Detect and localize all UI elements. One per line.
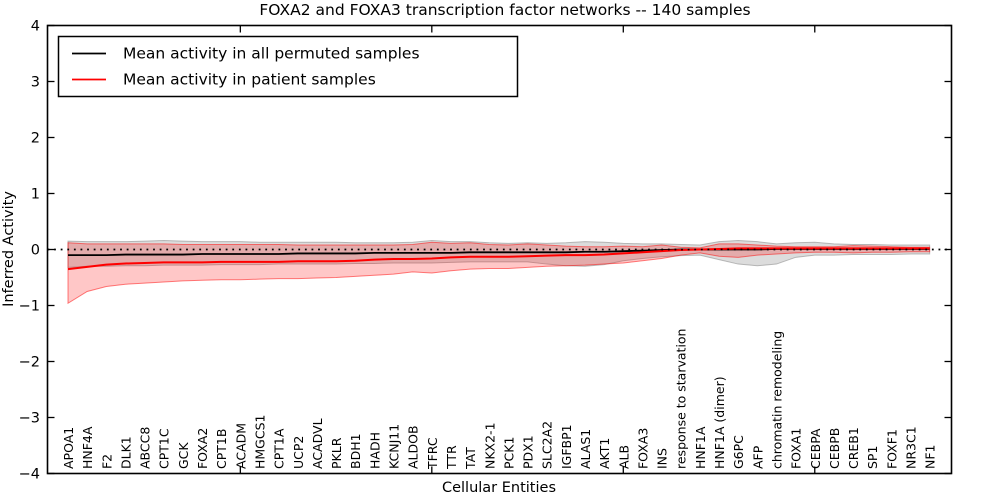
- x-category-label: HADH: [367, 432, 382, 469]
- x-category-label: HNF4A: [80, 426, 95, 469]
- y-tick-label: −4: [19, 467, 40, 483]
- x-category-label: PKLR: [329, 437, 344, 469]
- legend: Mean activity in all permuted samples Me…: [57, 35, 519, 98]
- x-category-label: CPT1B: [214, 429, 229, 469]
- legend-label-permuted: Mean activity in all permuted samples: [123, 45, 420, 63]
- plot-area: 4 3 2 1 0 −1 −2 −3 −4 APOA1 HNF4A F2 DLK1 ABCC8 CPT1C G…: [19, 19, 953, 483]
- x-category-label: HNF1A (dimer): [712, 376, 727, 469]
- x-category-label: ALDOB: [406, 425, 421, 469]
- x-category-label: KCNJ11: [387, 424, 402, 469]
- x-category-label: CEBPB: [827, 428, 842, 469]
- x-category-label: NR3C1: [904, 426, 919, 469]
- y-tick-label: 2: [31, 131, 40, 147]
- y-tick-label: −3: [19, 411, 40, 427]
- x-category-label: GCK: [176, 442, 191, 469]
- x-category-label: CPT1A: [272, 428, 287, 469]
- x-category-label: chromatin remodeling: [769, 331, 784, 469]
- x-category-label: TAT: [463, 447, 478, 470]
- y-axis-label: Inferred Activity: [1, 191, 17, 307]
- x-category-label: FOXA2: [195, 428, 210, 469]
- x-category-label: ABCC8: [138, 427, 153, 469]
- x-category-label: CEBPA: [808, 428, 823, 469]
- x-category-label: DLK1: [118, 436, 133, 469]
- x-axis-label: Cellular Entities: [442, 480, 556, 496]
- chart-title: FOXA2 and FOXA3 transcription factor net…: [259, 1, 750, 19]
- x-category-label: ACADM: [233, 423, 248, 469]
- x-category-label: PDX1: [521, 435, 536, 469]
- x-category-label: CPT1C: [157, 428, 172, 469]
- x-category-label: ALAS1: [578, 429, 593, 469]
- y-tick-label: −2: [19, 355, 40, 371]
- x-category-label: APOA1: [61, 427, 76, 469]
- x-category-label: SP1: [865, 446, 880, 469]
- y-tick-label: 0: [31, 243, 40, 259]
- x-category-label: INS: [655, 448, 670, 469]
- legend-label-patient: Mean activity in patient samples: [123, 71, 376, 89]
- x-category-label: FOXF1: [884, 429, 899, 469]
- x-category-label: ALB: [616, 445, 631, 469]
- y-tick-label: 4: [31, 19, 40, 35]
- x-category-label: IGFBP1: [559, 424, 574, 469]
- x-category-label: BDH1: [348, 433, 363, 469]
- x-category-label: ACADVL: [310, 418, 325, 469]
- x-category-label: AFP: [750, 445, 765, 469]
- x-category-label: TTR: [444, 445, 459, 470]
- x-category-label: AKT1: [597, 438, 612, 469]
- patient-mean-line: [67, 247, 930, 271]
- y-tick-label: 3: [31, 75, 40, 91]
- x-category-label: NF1: [923, 445, 938, 470]
- y-tick-label: −1: [19, 299, 40, 315]
- patient-range-band: [67, 241, 931, 305]
- x-category-label: SLC2A2: [540, 421, 555, 469]
- x-category-label: PCK1: [501, 437, 516, 469]
- legend-box: [57, 35, 519, 98]
- x-category-label: FOXA3: [635, 428, 650, 469]
- x-category-label: HNF1A: [693, 426, 708, 469]
- x-category-label: G6PC: [731, 435, 746, 469]
- x-category-label: HMGCS1: [252, 415, 267, 470]
- y-tick-label: 1: [31, 187, 40, 203]
- x-category-label: response to starvation: [674, 329, 689, 470]
- x-category-label: CREB1: [846, 427, 861, 469]
- x-category-label: FOXA1: [789, 428, 804, 469]
- x-category-label: F2: [99, 454, 114, 469]
- x-category-label: TFRC: [425, 437, 440, 470]
- x-category-label: NKX2-1: [482, 422, 497, 469]
- x-category-label: UCP2: [291, 436, 306, 469]
